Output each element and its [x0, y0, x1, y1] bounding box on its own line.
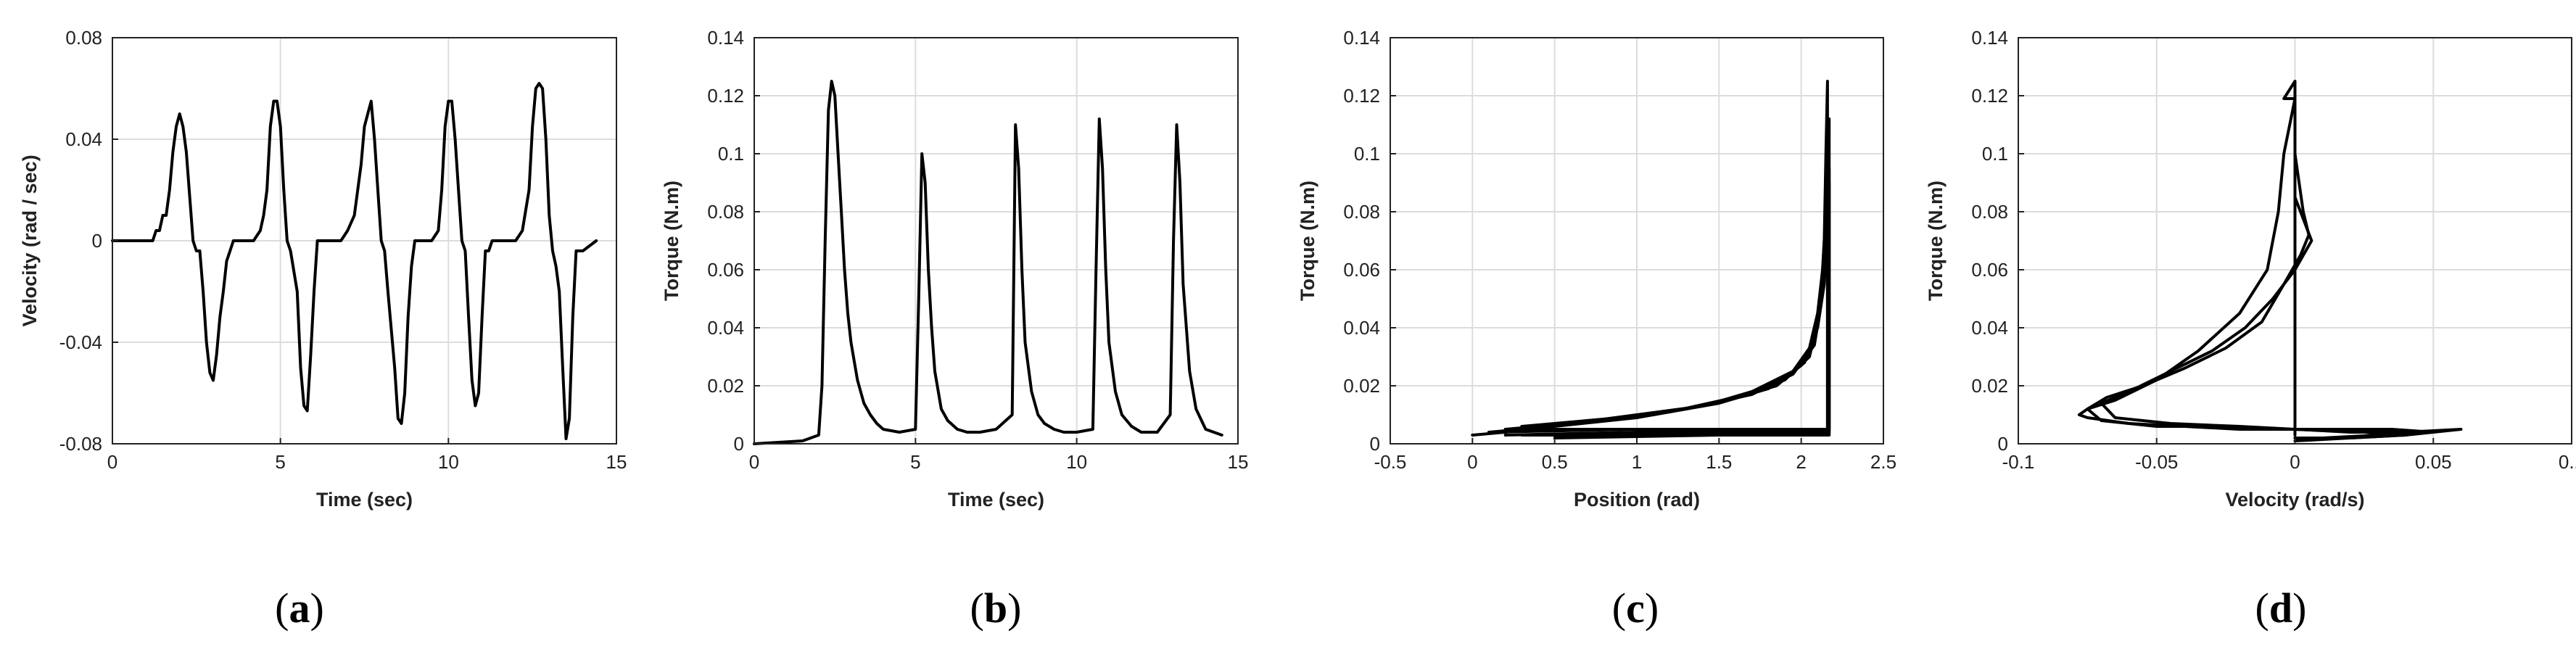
panel-c-x-tick-label-1: 0 — [1467, 451, 1477, 473]
panel-b-y-tick-label-2: 0.04 — [707, 317, 744, 339]
panel-b-x-tick-label-3: 15 — [1228, 451, 1249, 473]
panel-c-y-tick-label-1: 0.02 — [1343, 375, 1380, 397]
panel-a-y-tick-label-3: 0.04 — [65, 128, 102, 150]
panel-c-y-tick-label-6: 0.12 — [1343, 85, 1380, 107]
panel-d-series-loop-2 — [2086, 152, 2435, 439]
panel-b-x-tick-label-2: 10 — [1066, 451, 1087, 473]
panel-d-y-tick-label-7: 0.14 — [1971, 27, 2008, 49]
panel-b-x-axis-label: Time (sec) — [948, 489, 1044, 510]
panel-d-x-tick-label-2: 0 — [2290, 451, 2300, 473]
panel-a-y-axis-label: Velocity (rad / sec) — [19, 154, 41, 326]
panel-d-x-tick-label-4: 0.1 — [2559, 451, 2576, 473]
panel-c-x-tick-label-3: 1 — [1632, 451, 1642, 473]
panel-b-y-tick-label-0: 0 — [734, 433, 744, 455]
panel-c-series-cycle-5 — [1537, 167, 1831, 431]
panel-c-x-tick-label-6: 2.5 — [1870, 451, 1896, 473]
panel-c-y-tick-label-0: 0 — [1370, 433, 1380, 455]
panel-c-x-tick-label-2: 0.5 — [1542, 451, 1568, 473]
panel-b-y-tick-label-4: 0.08 — [707, 201, 744, 223]
panel-c-y-tick-label-7: 0.14 — [1343, 27, 1380, 49]
panel-c-y-tick-label-3: 0.06 — [1343, 259, 1380, 281]
panel-a-x-axis-label: Time (sec) — [316, 489, 413, 510]
panel-b-x-tick-label-0: 0 — [749, 451, 759, 473]
panel-b-y-tick-label-7: 0.14 — [707, 27, 744, 49]
panel-c-x-tick-label-0: -0.5 — [1374, 451, 1407, 473]
panel-a-velocity-time-chart: 0 5 10 15 -0.08 -0.04 0 0.04 0.08 Time (sec) Veloc… — [19, 27, 627, 510]
panel-b-y-axis-label: Torque (N.m) — [661, 181, 682, 301]
panel-d-y-tick-label-2: 0.04 — [1971, 317, 2008, 339]
panel-d-y-tick-label-5: 0.1 — [1982, 143, 2008, 165]
panel-label-c: (c) — [1612, 584, 1659, 632]
panel-a-x-tick-label-1: 5 — [275, 451, 285, 473]
panel-d-y-tick-label-0: 0 — [1998, 433, 2008, 455]
panel-b-y-tick-label-5: 0.1 — [718, 143, 744, 165]
panel-c-y-axis-label: Torque (N.m) — [1297, 181, 1318, 301]
panel-label-a: (a) — [275, 584, 324, 632]
panel-d-y-tick-label-3: 0.06 — [1971, 259, 2008, 281]
panel-c-y-tick-label-5: 0.1 — [1354, 143, 1380, 165]
panel-d-x-tick-label-0: -0.1 — [2002, 451, 2035, 473]
panel-c-y-tick-label-2: 0.04 — [1343, 317, 1380, 339]
panel-label-b: (b) — [970, 584, 1022, 632]
panel-b-torque-time-chart: 0 5 10 15 0 0.02 0.04 0.06 0.08 0.1 0.12 0.14 Time (… — [661, 27, 1248, 510]
panel-c-series-cycle-2 — [1487, 152, 1829, 434]
panel-b-y-tick-label-1: 0.02 — [707, 375, 744, 397]
panel-d-y-tick-label-4: 0.08 — [1971, 201, 2008, 223]
panel-b-series-torque — [753, 80, 1223, 445]
panel-d-x-tick-label-1: -0.05 — [2135, 451, 2178, 473]
panel-c-torque-position-chart: -0.5 0 0.5 1 1.5 2 2.500.020.040.060.080.10.12… — [1297, 27, 1896, 510]
panel-d-y-axis-label: Torque (N.m) — [1925, 181, 1947, 301]
panel-c-x-tick-label-5: 2 — [1796, 451, 1806, 473]
panel-a-y-tick-label-2: 0 — [92, 230, 102, 252]
panel-d-x-axis-label: Velocity (rad/s) — [2225, 489, 2364, 510]
panel-b-plot-frame — [754, 37, 1239, 445]
panel-b-x-tick-label-1: 5 — [910, 451, 920, 473]
panel-c-x-axis-label: Position (rad) — [1574, 489, 1700, 510]
panel-a-y-tick-label-0: -0.08 — [59, 433, 102, 455]
panel-a-y-tick-label-4: 0.08 — [65, 27, 102, 49]
panel-a-x-tick-label-3: 15 — [606, 451, 627, 473]
panel-c-y-tick-label-4: 0.08 — [1343, 201, 1380, 223]
panel-label-d: (d) — [2255, 584, 2307, 632]
panel-a-y-tick-label-1: -0.04 — [59, 331, 102, 353]
panel-b-y-tick-label-3: 0.06 — [707, 259, 744, 281]
panel-d-y-tick-label-1: 0.02 — [1971, 375, 2008, 397]
panel-c-x-tick-label-4: 1.5 — [1706, 451, 1732, 473]
panel-a-x-tick-label-0: 0 — [107, 451, 117, 473]
panel-a-series-velocity — [111, 82, 598, 440]
panel-d-torque-velocity-chart: -0.1 -0.05 0 0.05 0.1 0 0.02 0.04 0.06 0.08 0.1 0.1… — [1925, 27, 2576, 510]
panel-d-y-tick-label-6: 0.12 — [1971, 85, 2008, 107]
panel-a-x-tick-label-2: 10 — [438, 451, 459, 473]
panel-d-series-loop-3 — [2100, 196, 2408, 439]
panel-d-x-tick-label-3: 0.05 — [2415, 451, 2452, 473]
panel-b-y-tick-label-6: 0.12 — [707, 85, 744, 107]
